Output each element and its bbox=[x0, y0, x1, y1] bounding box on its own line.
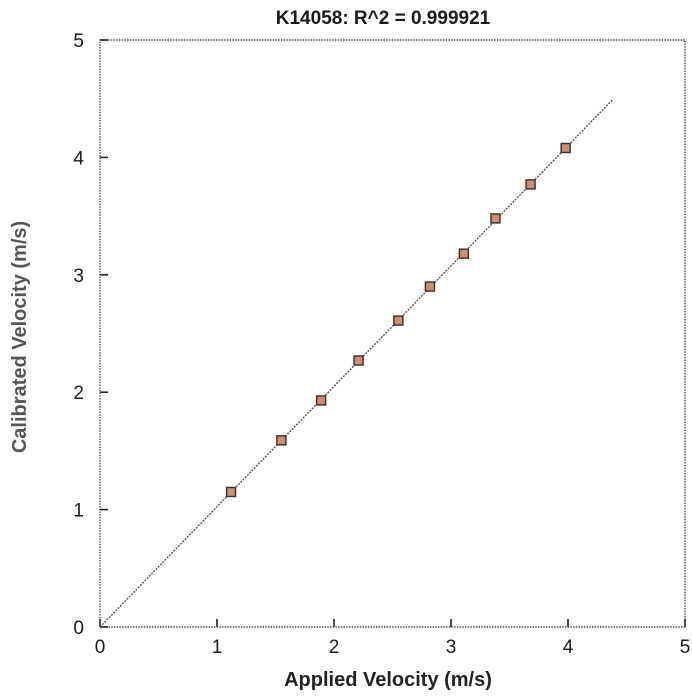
x-axis: 0 1 2 3 4 5 bbox=[95, 619, 691, 658]
y-tick-label: 1 bbox=[73, 501, 84, 522]
y-tick-label: 2 bbox=[73, 383, 84, 404]
chart-title: K14058: R^2 = 0.999921 bbox=[276, 8, 491, 29]
data-point bbox=[393, 315, 404, 326]
y-tick-label: 5 bbox=[73, 31, 84, 52]
data-point bbox=[458, 248, 470, 259]
x-tick-label: 5 bbox=[680, 637, 691, 658]
plot-frame bbox=[99, 39, 686, 628]
data-points bbox=[225, 142, 571, 498]
data-point bbox=[353, 355, 364, 366]
y-axis-label: Calibrated Velocity (m/s) bbox=[9, 221, 31, 453]
y-tick-label: 4 bbox=[73, 148, 84, 169]
data-point bbox=[315, 395, 327, 406]
data-point bbox=[424, 281, 436, 292]
y-tick-label: 3 bbox=[73, 266, 84, 287]
y-tick-label: 0 bbox=[73, 618, 84, 639]
data-point bbox=[225, 486, 237, 498]
data-point bbox=[525, 179, 536, 190]
x-tick-label: 3 bbox=[446, 637, 457, 658]
x-tick-label: 4 bbox=[563, 637, 574, 658]
data-point bbox=[490, 213, 501, 224]
x-tick-label: 2 bbox=[329, 637, 340, 658]
x-tick-label: 1 bbox=[212, 637, 223, 658]
y-axis: 0 1 2 3 4 5 bbox=[73, 31, 108, 639]
data-point bbox=[560, 142, 571, 154]
x-tick-label: 0 bbox=[95, 637, 106, 658]
x-axis-label: Applied Velocity (m/s) bbox=[284, 669, 492, 691]
data-point bbox=[276, 435, 287, 446]
